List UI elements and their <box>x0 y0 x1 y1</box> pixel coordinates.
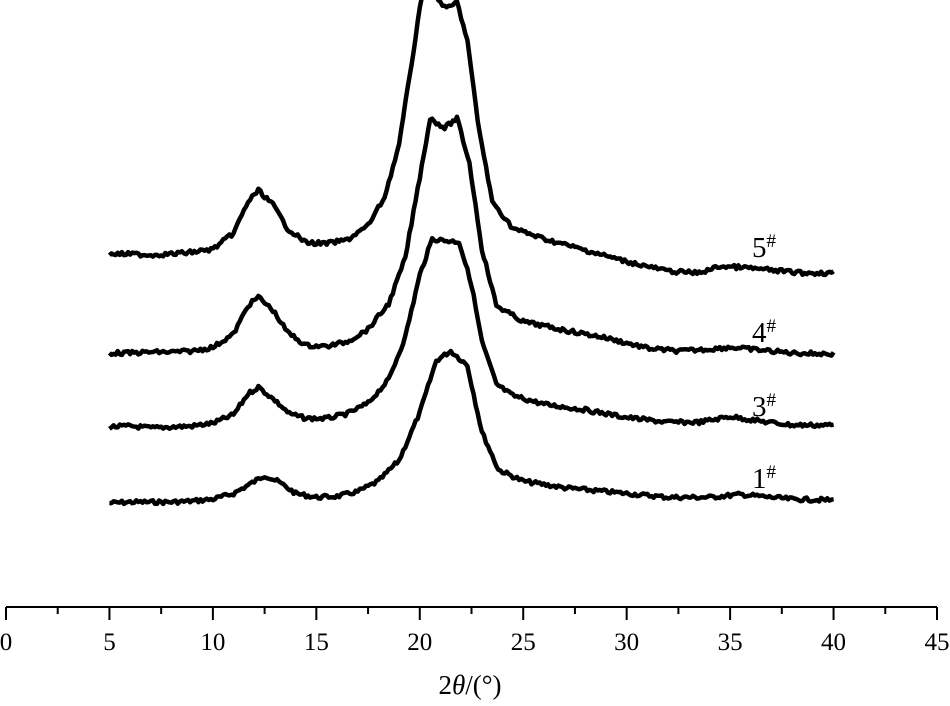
series-label-5: 5# <box>752 231 777 264</box>
series-labels-group: 1# 3# 4# 5# <box>752 231 777 495</box>
x-axis: 0 5 10 15 20 25 30 35 40 45 <box>0 606 950 656</box>
x-ticks <box>5 607 938 620</box>
x-tick-label: 40 <box>821 629 846 656</box>
x-axis-title-symbol: θ <box>452 670 465 700</box>
x-tick-label: 20 <box>407 629 432 656</box>
curves-group <box>107 0 836 507</box>
x-axis-title-prefix: 2 <box>438 670 452 700</box>
series-label-3: 3# <box>752 390 777 423</box>
x-tick-label: 15 <box>304 629 329 656</box>
x-axis-title: 2θ/(°) <box>438 670 501 700</box>
series-label-4: 4# <box>752 316 777 349</box>
x-tick-label: 45 <box>925 629 950 656</box>
x-tick-label: 30 <box>614 629 639 656</box>
series-curve-4 <box>107 114 836 358</box>
series-curve-1 <box>109 348 834 507</box>
x-tick-label: 10 <box>200 629 225 656</box>
x-tick-labels: 0 5 10 15 20 25 30 35 40 45 <box>0 629 950 656</box>
series-label-1: 1# <box>752 462 777 495</box>
x-axis-title-suffix: /(°) <box>465 670 501 700</box>
x-tick-label: 35 <box>718 629 743 656</box>
x-tick-label: 25 <box>511 629 536 656</box>
series-curve-3 <box>108 235 835 431</box>
series-curve-5 <box>107 0 835 278</box>
x-tick-label: 0 <box>0 629 12 656</box>
x-tick-label: 5 <box>103 629 116 656</box>
